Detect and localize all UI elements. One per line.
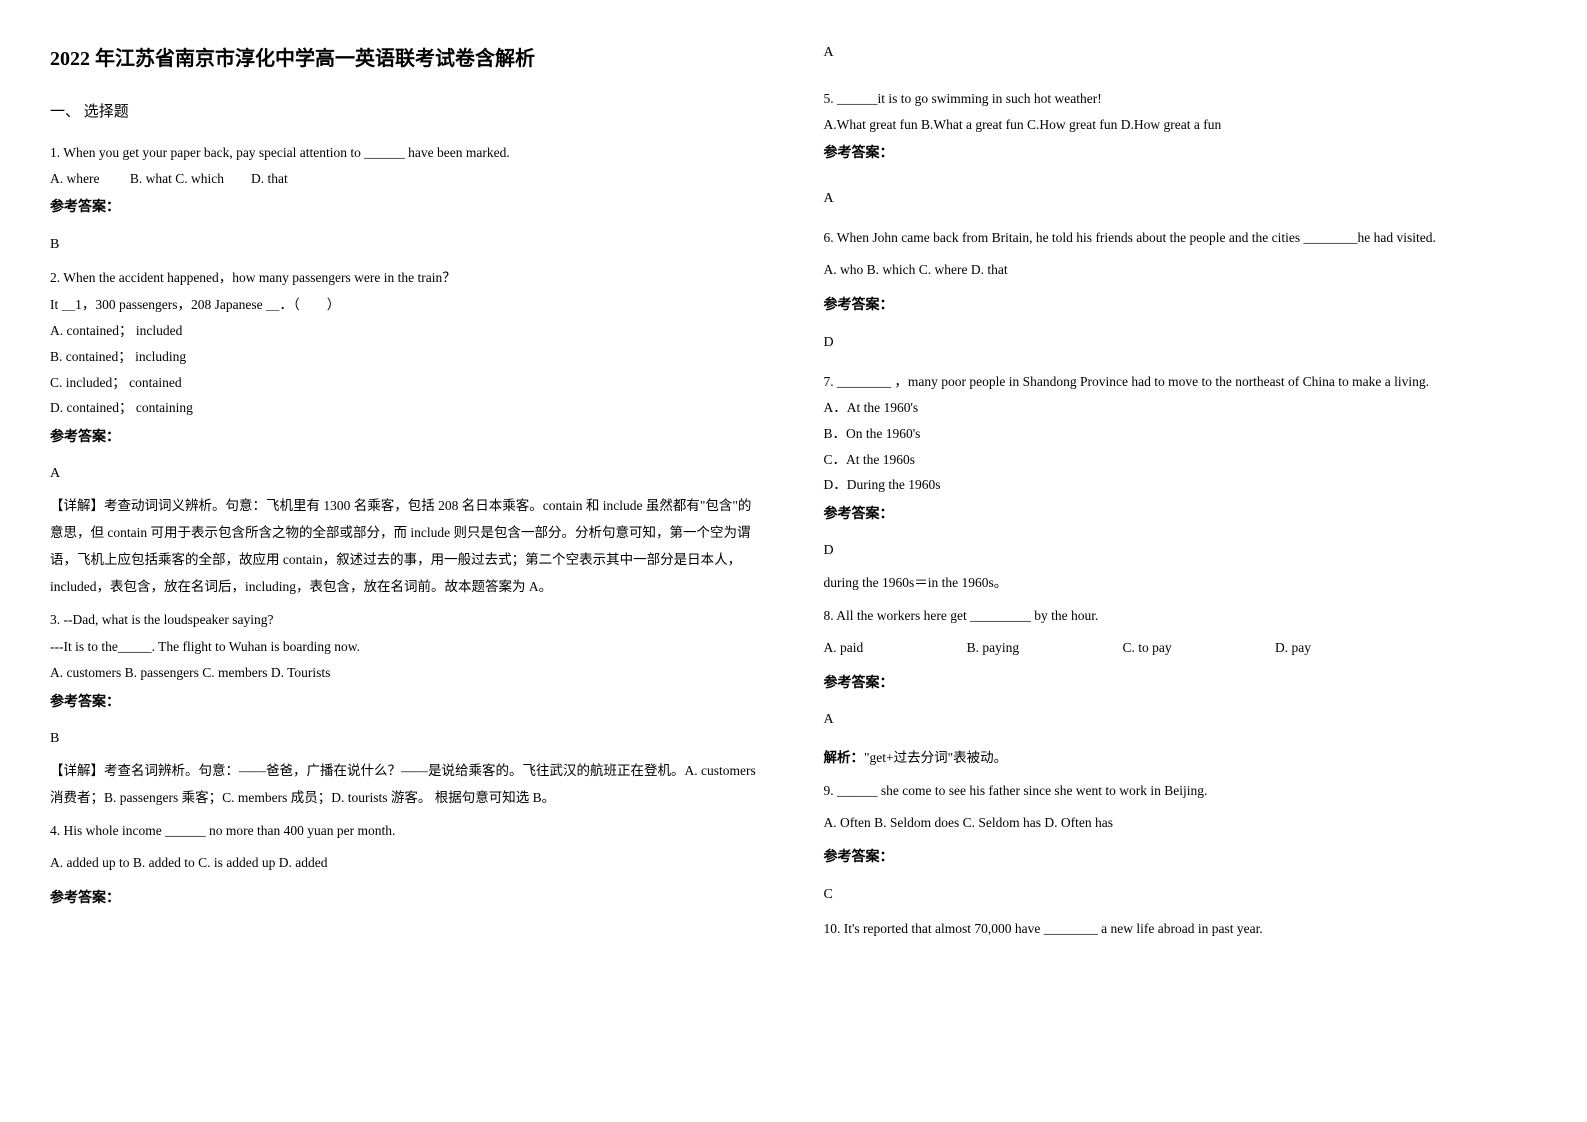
question-text: 4. His whole income ______ no more than … [50,817,764,844]
option-d: D. pay [1275,640,1311,655]
explanation: 【详解】考查名词辨析。句意：——爸爸，广播在说什么？——是说给乘客的。飞往武汉的… [50,757,764,811]
answer-value: A [824,186,1538,213]
option-c: C. to pay [1123,635,1172,661]
question-8: 8. All the workers here get _________ by… [824,602,1538,771]
option-c: C．At the 1960s [824,447,1538,473]
answer-label: 参考答案： [50,886,764,913]
question-4: 4. His whole income ______ no more than … [50,817,764,912]
option-b: B. contained； including [50,344,764,370]
answer-label: 参考答案： [824,502,1538,529]
explanation: during the 1960s＝in the 1960s。 [824,569,1538,596]
answer-label: 参考答案： [50,425,764,452]
left-column: 2022 年江苏省南京市淳化中学高一英语联考试卷含解析 一、 选择题 1. Wh… [50,40,764,948]
question-6: 6. When John came back from Britain, he … [824,224,1538,356]
answer-value-q4: A [824,40,1538,67]
answer-value: D [824,538,1538,565]
question-options: A. Often B. Seldom does C. Seldom has D.… [824,810,1538,836]
question-text: 7. ________ ，many poor people in Shandon… [824,368,1538,395]
document-title: 2022 年江苏省南京市淳化中学高一英语联考试卷含解析 [50,40,764,78]
question-options: A. where B. what C. which D. that [50,166,764,192]
answer-value: D [824,330,1538,357]
question-text: 8. All the workers here get _________ by… [824,602,1538,629]
answer-value: A [50,461,764,488]
answer-label: 参考答案： [824,671,1538,698]
question-1: 1. When you get your paper back, pay spe… [50,139,764,259]
answer-value: C [824,882,1538,909]
question-10: 10. It's reported that almost 70,000 hav… [824,915,1538,942]
question-2: 2. When the accident happened，how many p… [50,264,764,600]
option-d: D．During the 1960s [824,472,1538,498]
answer-value: B [50,232,764,259]
answer-label: 参考答案： [824,845,1538,872]
question-text-line2: It ＿1，300 passengers，208 Japanese ＿．（ ） [50,291,764,318]
question-text: 9. ______ she come to see his father sin… [824,777,1538,804]
question-5: 5. ______it is to go swimming in such ho… [824,85,1538,213]
answer-value: A [824,707,1538,734]
option-d: D. contained； containing [50,395,764,421]
question-options: A. who B. which C. where D. that [824,257,1538,283]
question-options: A. paid B. paying C. to pay D. pay [824,635,1538,661]
answer-label: 参考答案： [50,690,764,717]
answer-label: 参考答案： [824,141,1538,168]
option-a: A. paid [824,635,864,661]
right-column: A 5. ______it is to go swimming in such … [824,40,1538,948]
answer-label: 参考答案： [50,195,764,222]
explanation: 【详解】考查动词词义辨析。句意：飞机里有 1300 名乘客，包括 208 名日本… [50,492,764,600]
question-options: A. added up to B. added to C. is added u… [50,850,764,876]
answer-label: 参考答案： [824,293,1538,320]
explanation-label: 解析： [824,750,865,765]
question-9: 9. ______ she come to see his father sin… [824,777,1538,909]
section-heading: 一、 选择题 [50,98,764,127]
option-c: C. included； contained [50,370,764,396]
question-text: 6. When John came back from Britain, he … [824,224,1538,251]
answer-value: B [50,726,764,753]
question-text: 3. --Dad, what is the loudspeaker saying… [50,606,764,633]
question-text-line2: ---It is to the_____. The flight to Wuha… [50,633,764,660]
question-3: 3. --Dad, what is the loudspeaker saying… [50,606,764,811]
question-text: 2. When the accident happened，how many p… [50,264,764,291]
question-options: A. customers B. passengers C. members D.… [50,660,764,686]
question-text: 1. When you get your paper back, pay spe… [50,139,764,166]
explanation: 解析："get+过去分词"表被动。 [824,744,1538,771]
option-a: A．At the 1960's [824,395,1538,421]
option-a: A. contained； included [50,318,764,344]
option-b: B. paying [967,635,1020,661]
option-b: B．On the 1960's [824,421,1538,447]
question-7: 7. ________ ，many poor people in Shandon… [824,368,1538,596]
page-container: 2022 年江苏省南京市淳化中学高一英语联考试卷含解析 一、 选择题 1. Wh… [50,40,1537,948]
question-text: 5. ______it is to go swimming in such ho… [824,85,1538,112]
question-text: 10. It's reported that almost 70,000 hav… [824,915,1538,942]
explanation-text: "get+过去分词"表被动。 [864,750,1007,765]
question-options: A.What great fun B.What a great fun C.Ho… [824,112,1538,138]
